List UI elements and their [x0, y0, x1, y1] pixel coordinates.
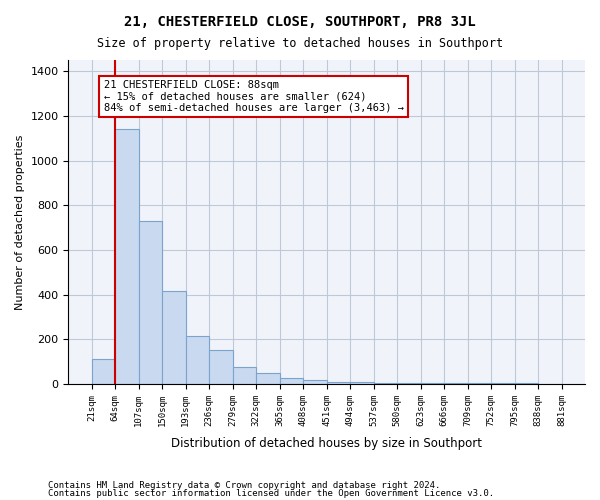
Bar: [233, 367, 256, 384]
Bar: [421, 383, 444, 384]
X-axis label: Distribution of detached houses by size in Southport: Distribution of detached houses by size …: [171, 437, 482, 450]
Bar: [92, 360, 115, 384]
Text: Size of property relative to detached houses in Southport: Size of property relative to detached ho…: [97, 38, 503, 51]
Text: 21, CHESTERFIELD CLOSE, SOUTHPORT, PR8 3JL: 21, CHESTERFIELD CLOSE, SOUTHPORT, PR8 3…: [124, 15, 476, 29]
Bar: [163, 291, 186, 384]
Y-axis label: Number of detached properties: Number of detached properties: [15, 134, 25, 310]
Bar: [209, 350, 233, 384]
Bar: [397, 383, 421, 384]
Text: 21 CHESTERFIELD CLOSE: 88sqm
← 15% of detached houses are smaller (624)
84% of s: 21 CHESTERFIELD CLOSE: 88sqm ← 15% of de…: [104, 80, 404, 114]
Bar: [467, 383, 491, 384]
Text: Contains public sector information licensed under the Open Government Licence v3: Contains public sector information licen…: [48, 488, 494, 498]
Bar: [444, 383, 467, 384]
Bar: [256, 372, 280, 384]
Bar: [115, 130, 139, 384]
Text: Contains HM Land Registry data © Crown copyright and database right 2024.: Contains HM Land Registry data © Crown c…: [48, 481, 440, 490]
Bar: [186, 336, 209, 384]
Bar: [280, 378, 303, 384]
Bar: [350, 382, 374, 384]
Bar: [303, 380, 327, 384]
Bar: [374, 382, 397, 384]
Bar: [139, 221, 163, 384]
Bar: [327, 382, 350, 384]
